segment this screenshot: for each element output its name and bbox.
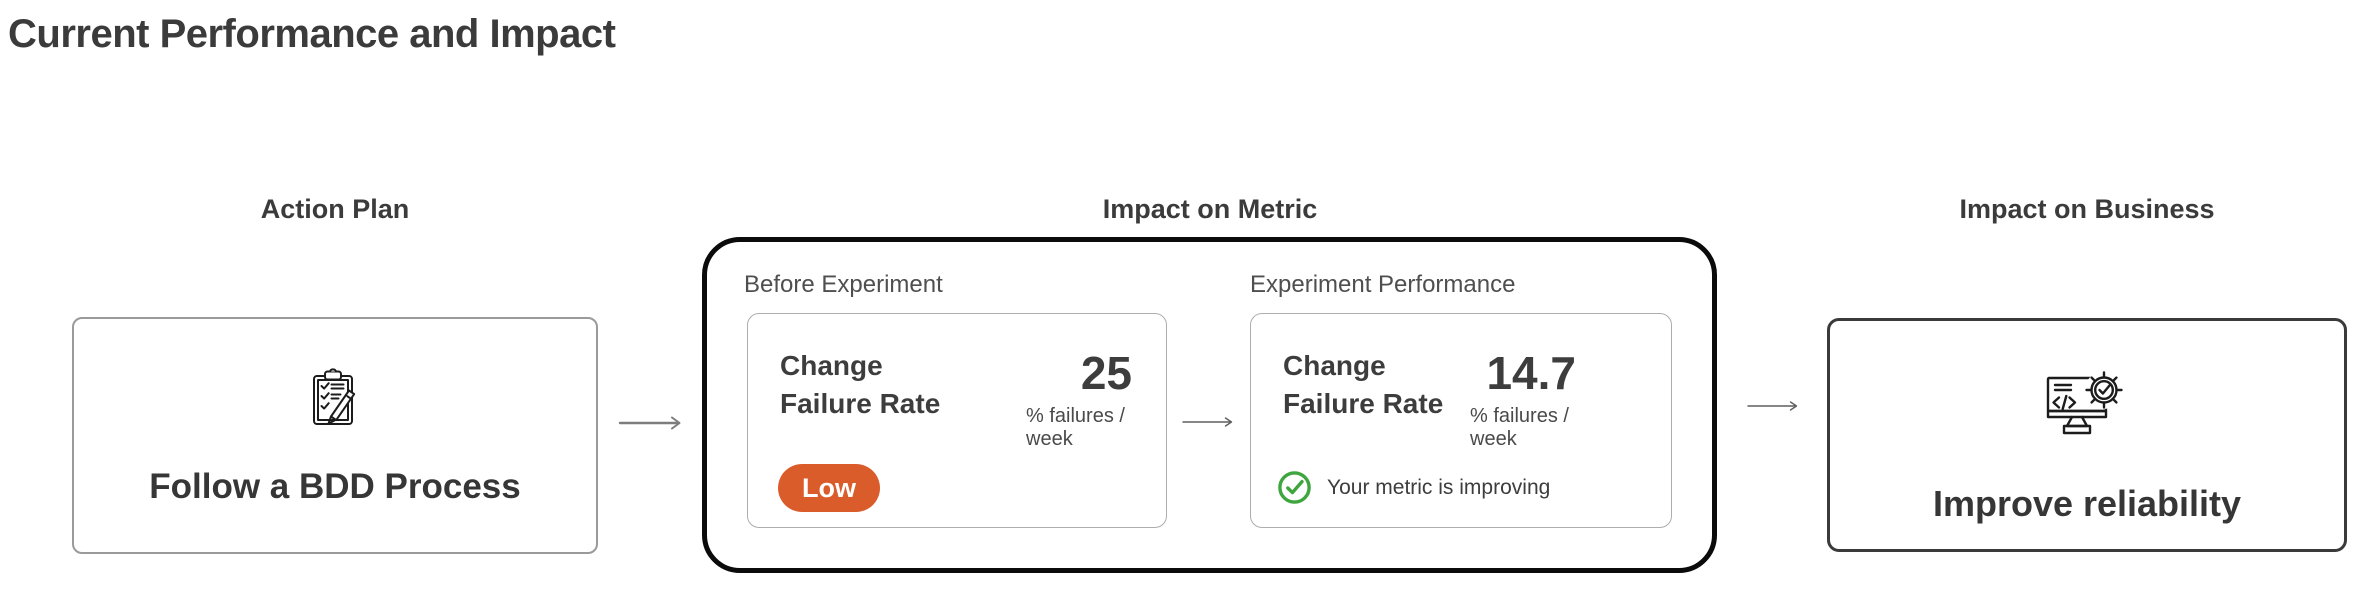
metric-status-text: Your metric is improving (1327, 475, 1551, 499)
experiment-performance-label: Experiment Performance (1250, 271, 1516, 298)
metric-unit: % failures / week (1470, 405, 1569, 450)
arrow-before-to-experiment (1181, 415, 1237, 429)
metric-value: 14.7 (1486, 347, 1576, 399)
column-header-impact-on-business: Impact on Business (1959, 194, 2215, 224)
action-card-label: Follow a BDD Process (149, 467, 521, 506)
metric-name: Change Failure Rate (1283, 350, 1444, 419)
arrow-action-to-metric (616, 414, 688, 432)
column-header-action-plan: Action Plan (260, 194, 410, 224)
before-experiment-label: Before Experiment (744, 271, 943, 298)
before-experiment-card[interactable]: Change Failure Rate 25 % failures / week… (747, 313, 1167, 528)
experiment-performance-card[interactable]: Change Failure Rate 14.7 % failures / we… (1250, 313, 1672, 528)
column-header-impact-on-metric: Impact on Metric (1102, 194, 1318, 224)
impact-on-business-card[interactable]: Improve reliability (1827, 318, 2347, 552)
arrow-metric-to-business (1746, 399, 1802, 413)
metric-unit: % failures / week (1026, 405, 1125, 450)
metric-value: 25 (1080, 347, 1132, 399)
metric-status-row: Your metric is improving (1277, 470, 1550, 505)
monitor-code-gear-check-icon (2045, 363, 2129, 439)
action-plan-card[interactable]: Follow a BDD Process (72, 317, 598, 554)
business-card-label: Improve reliability (1932, 483, 2242, 524)
page-title: Current Performance and Impact (8, 12, 616, 56)
status-badge-low: Low (778, 464, 880, 512)
metric-name: Change Failure Rate (780, 350, 941, 419)
check-circle-icon (1277, 470, 1312, 505)
clipboard-checklist-pencil-icon (310, 367, 360, 429)
